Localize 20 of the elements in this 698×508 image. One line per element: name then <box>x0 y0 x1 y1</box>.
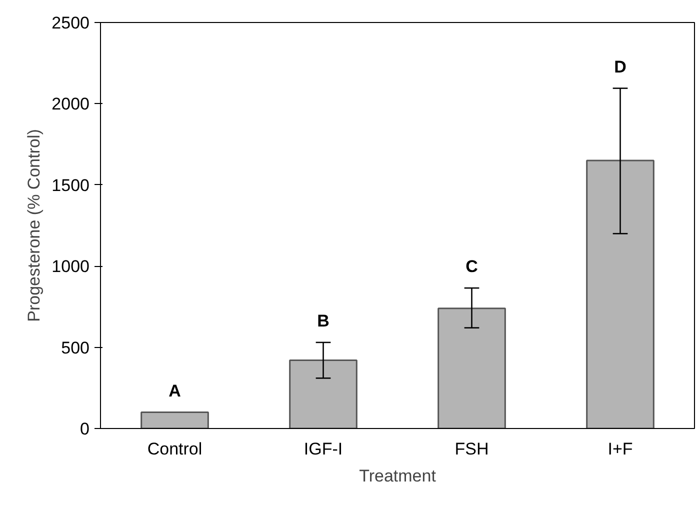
y-axis-title: Progesterone (% Control) <box>24 129 44 322</box>
y-tick-label: 0 <box>80 420 90 438</box>
bar <box>586 160 654 428</box>
y-tick-label: 1000 <box>52 257 90 276</box>
y-tick-label: 1500 <box>52 176 90 195</box>
x-tick-label: Control <box>147 440 202 458</box>
bar <box>140 412 209 428</box>
y-tick-label: 500 <box>61 338 90 358</box>
y-tick-label: 2500 <box>52 14 90 32</box>
annotation: C <box>466 257 478 276</box>
annotation: B <box>317 311 330 330</box>
x-tick-label: FSH <box>454 440 489 458</box>
x-tick-label: I+F <box>608 440 633 458</box>
x-tick-label: IGF-I <box>304 440 343 458</box>
bar <box>438 308 506 428</box>
annotation: A <box>168 381 181 400</box>
annotation: D <box>614 57 626 76</box>
x-axis-title: Treatment <box>359 466 436 486</box>
bar <box>289 360 358 428</box>
y-tick-label: 2000 <box>52 94 90 114</box>
